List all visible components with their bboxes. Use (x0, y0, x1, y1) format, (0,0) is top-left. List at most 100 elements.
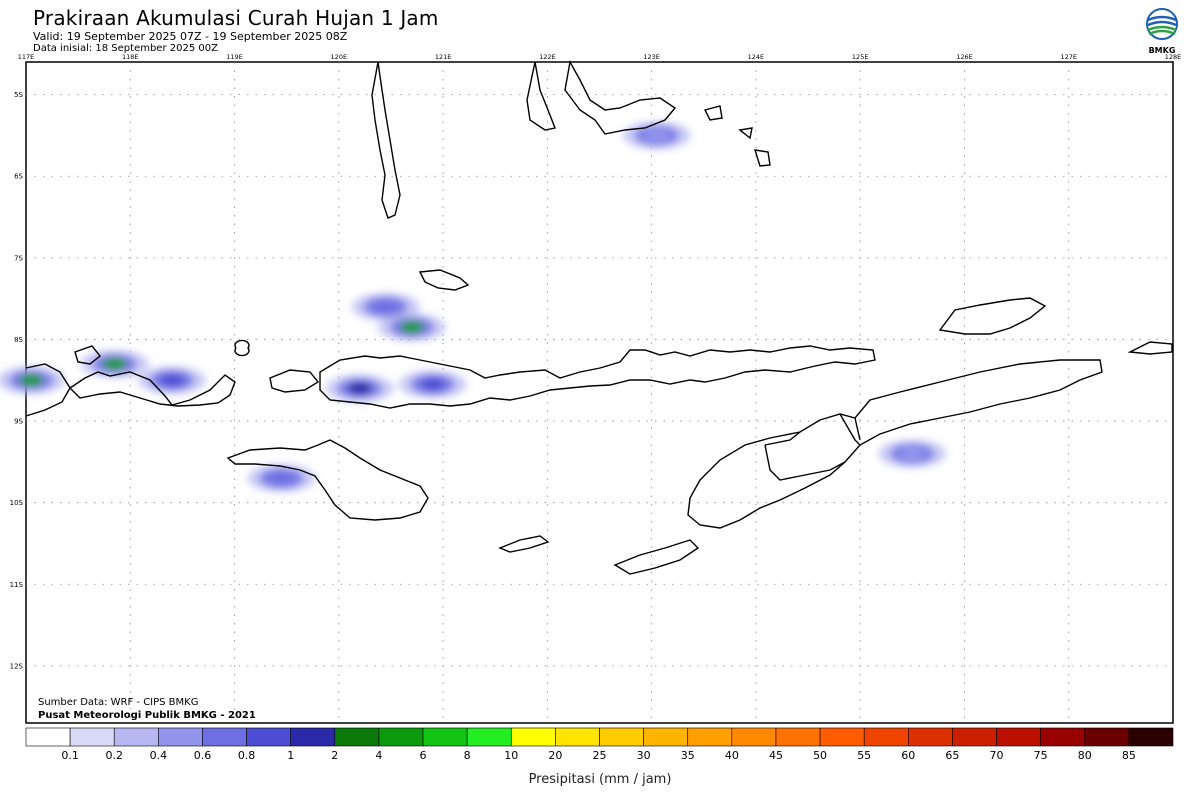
sumbawa-north (74, 345, 101, 365)
legend-swatch (1040, 727, 1086, 747)
flores-west-islets (269, 369, 320, 393)
timor-sea-cell (878, 439, 947, 468)
legend-label: 35 (681, 749, 695, 762)
rote-island (613, 539, 700, 575)
satonda-island (234, 339, 250, 357)
legend-label: 65 (945, 749, 959, 762)
lon-label: 126E (956, 53, 973, 61)
lat-label: 9S (14, 418, 23, 426)
lat-label: 10S (10, 499, 24, 507)
legend-title: Presipitasi (mm / jam) (528, 772, 672, 787)
rain-areas (0, 121, 947, 493)
lon-label: 121E (435, 53, 452, 61)
legend-swatch (246, 727, 291, 747)
legend-swatch (422, 727, 468, 747)
legend-label: 75 (1034, 749, 1048, 762)
sumbawa-west-cell (80, 349, 149, 378)
legend-swatch (1084, 727, 1130, 747)
flores-coast (319, 345, 876, 409)
legend-bar (25, 727, 1174, 747)
legend-swatch (599, 727, 644, 747)
sumbawa-east-cell (137, 366, 206, 395)
lat-label: 8S (14, 336, 23, 344)
initial-data-time: Data inisial: 18 September 2025 00Z (33, 43, 218, 54)
legend-swatch (687, 727, 733, 747)
lat-label: 6S (14, 173, 23, 181)
data-source: Sumber Data: WRF - CIPS BMKG (38, 697, 199, 708)
legend-label: 0.6 (194, 749, 212, 762)
leti-island (1127, 341, 1173, 355)
legend-swatch (643, 727, 689, 747)
timor-coast (687, 359, 1103, 529)
valid-time: Valid: 19 September 2025 07Z - 19 Septem… (33, 30, 348, 43)
legend-swatch (731, 727, 777, 747)
lon-label: 117E (18, 53, 35, 61)
west-lombok-cell (0, 366, 66, 395)
legend-label: 4 (375, 749, 382, 762)
legend-swatch (863, 727, 909, 747)
sawu-island (498, 535, 550, 553)
legend-label: 85 (1122, 749, 1136, 762)
lat-label: 12S (10, 662, 24, 670)
legend-swatch (25, 727, 71, 747)
legend-label: 8 (464, 749, 471, 762)
legend-label: 0.2 (105, 749, 123, 762)
legend-swatch (555, 727, 600, 747)
legend-label: 80 (1078, 749, 1092, 762)
sulawesi-south-cell (622, 121, 691, 150)
legend-label: 55 (857, 749, 871, 762)
flores-west-cell (325, 374, 394, 403)
coastlines (25, 59, 1173, 575)
lon-label: 124E (748, 53, 765, 61)
lon-label: 125E (852, 53, 869, 61)
lon-label: 127E (1060, 53, 1077, 61)
legend-swatch (908, 727, 953, 747)
legend-label: 25 (593, 749, 607, 762)
legend-swatch (290, 727, 336, 747)
legend-label: 2 (331, 749, 338, 762)
latitude-labels: 5S 6S 7S 8S 9S 10S 11S 12S (10, 91, 24, 670)
lon-label: 119E (226, 53, 243, 61)
wetar-island (938, 297, 1047, 335)
lon-label: 128E (1165, 53, 1182, 61)
legend-label: 50 (813, 749, 827, 762)
legend-label: 30 (637, 749, 651, 762)
logo-text: BMKG (1149, 46, 1176, 55)
legend-label: 70 (990, 749, 1004, 762)
legend-swatch (510, 727, 556, 747)
buton-south (564, 59, 677, 135)
map-frame (25, 61, 1174, 724)
legend-label: 45 (769, 749, 783, 762)
timor-border (764, 413, 861, 481)
sulawesi-south-leg (371, 61, 401, 219)
lon-label: 120E (331, 53, 348, 61)
legend-label: 20 (548, 749, 562, 762)
sumba-cell (247, 464, 316, 493)
flores-mid-cell (398, 370, 467, 399)
legend-swatch (378, 727, 424, 747)
legend-label: 6 (420, 749, 427, 762)
legend-swatch (819, 727, 865, 747)
bmkg-logo: BMKG (1146, 8, 1178, 55)
legend-swatch (1128, 727, 1174, 747)
lon-label: 122E (539, 53, 556, 61)
lon-label: 118E (122, 53, 139, 61)
legend-label: 0.1 (61, 749, 79, 762)
lon-label: 123E (643, 53, 660, 61)
legend-label: 0.8 (238, 749, 256, 762)
legend-swatch (158, 727, 203, 747)
lat-label: 5S (14, 91, 23, 99)
legend-swatch (113, 727, 159, 747)
flores-sea-north-cell (351, 292, 420, 321)
legend-swatch (996, 727, 1041, 747)
map-title: Prakiraan Akumulasi Curah Hujan 1 Jam (33, 6, 439, 30)
legend-swatch (69, 727, 115, 747)
wangi-islands (703, 105, 753, 140)
sumba-coast (226, 439, 429, 521)
legend-label: 0.4 (150, 749, 168, 762)
lat-label: 11S (10, 581, 24, 589)
muna-buton (526, 61, 556, 131)
legend-swatch (334, 727, 380, 747)
bone-rate (753, 149, 771, 167)
